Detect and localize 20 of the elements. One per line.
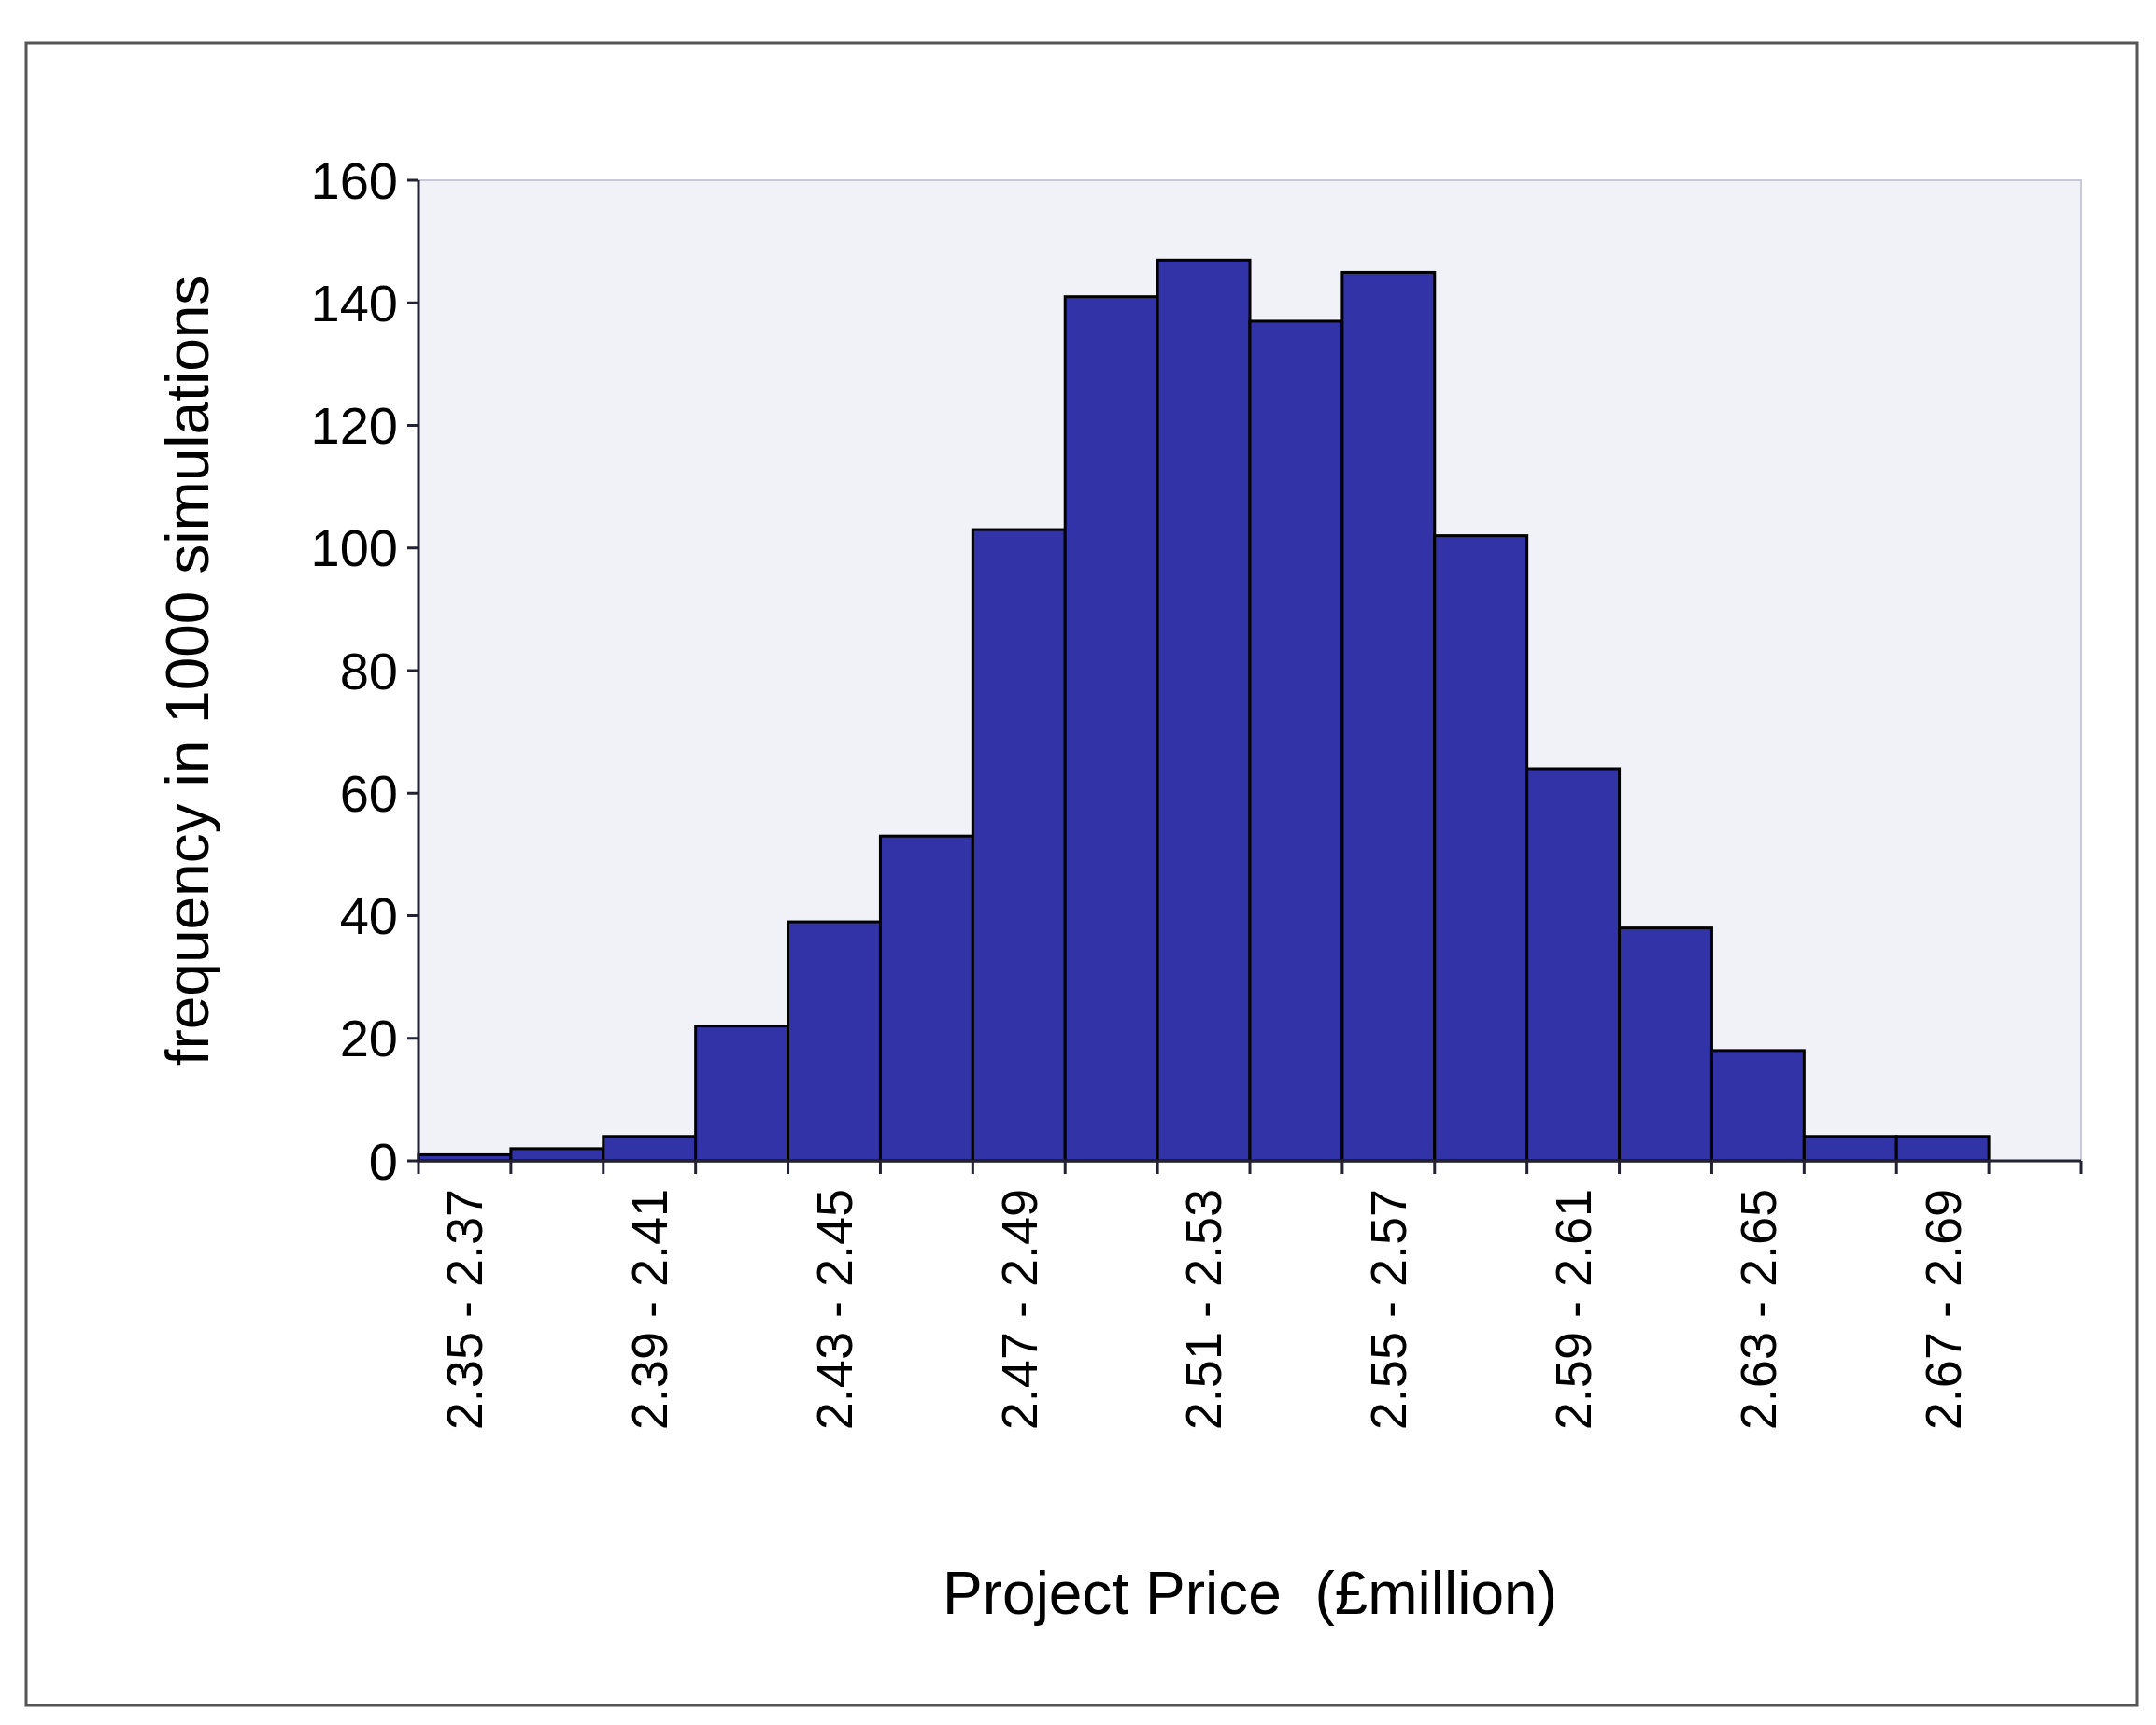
y-tick-label: 20 (339, 1009, 398, 1068)
y-tick-label: 60 (339, 763, 398, 823)
x-tick-label: 2.67 - 2.69 (1914, 1189, 1971, 1431)
x-tick-label: 2.51 - 2.53 (1175, 1189, 1232, 1431)
x-tick-label: 2.35 - 2.37 (436, 1189, 493, 1431)
y-tick-label: 120 (310, 396, 398, 456)
x-axis-title: Project Price (£million) (943, 1560, 1557, 1627)
y-tick-label: 160 (310, 150, 398, 210)
y-tick-label: 80 (339, 641, 398, 700)
x-tick-label: 2.55 - 2.57 (1360, 1189, 1417, 1431)
x-tick-label: 2.63 - 2.65 (1729, 1189, 1786, 1431)
y-tick-label: 140 (310, 273, 398, 332)
x-tick-label: 2.43 - 2.45 (805, 1189, 862, 1431)
x-tick-label: 2.59 - 2.61 (1545, 1189, 1602, 1431)
y-tick-label: 100 (310, 518, 398, 578)
x-tick-label: 2.47 - 2.49 (990, 1189, 1047, 1431)
y-tick-label: 40 (339, 886, 398, 946)
y-tick-label: 0 (368, 1131, 398, 1191)
x-tick-label: 2.39 - 2.41 (621, 1189, 678, 1431)
y-axis-title: frequency in 1000 simulations (154, 275, 221, 1067)
